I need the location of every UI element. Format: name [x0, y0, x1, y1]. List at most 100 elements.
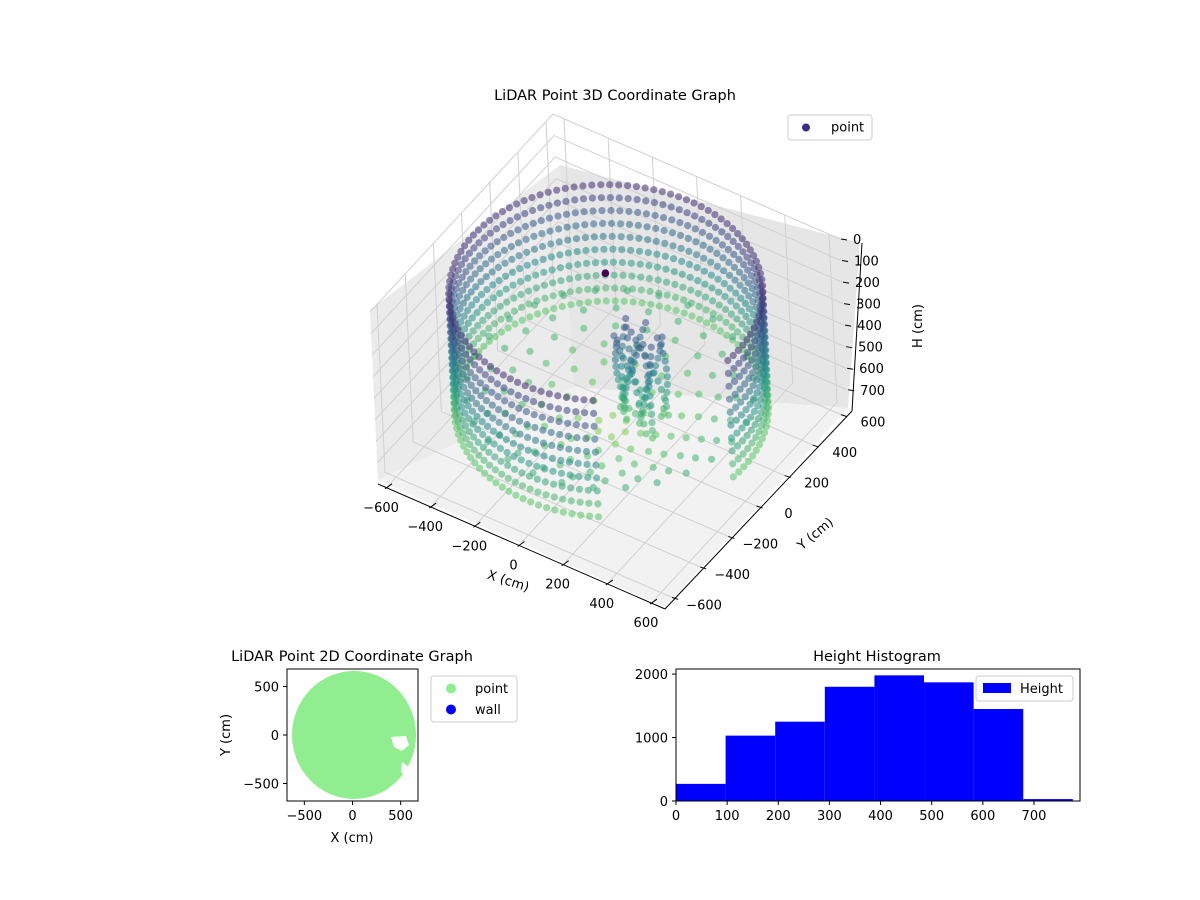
- 3d-point: [660, 226, 668, 235]
- 3d-point: [622, 384, 630, 392]
- 3d-point: [556, 443, 564, 452]
- 2d-y-tick-label: −500: [243, 778, 279, 793]
- 3d-point: [505, 487, 513, 495]
- 3d-point: [579, 306, 588, 314]
- 3d-point: [520, 197, 528, 205]
- 3d-point: [744, 279, 753, 287]
- 3d-point: [661, 239, 669, 247]
- 3d-point: [725, 382, 733, 390]
- 3d-point: [615, 455, 623, 463]
- 3d-point: [733, 315, 741, 323]
- 3d-point: [631, 410, 640, 418]
- 3d-point: [549, 314, 557, 322]
- 3d-point: [446, 277, 454, 285]
- 3d-point: [449, 265, 457, 273]
- 3d-point: [741, 286, 749, 295]
- 3d-point: [584, 486, 592, 494]
- 3d-point: [670, 268, 678, 276]
- histogram-legend-swatch: [983, 683, 1011, 693]
- 3d-point: [542, 359, 550, 367]
- 3d-point: [695, 390, 703, 398]
- 3d-point: [591, 259, 600, 267]
- 3d-point: [620, 396, 628, 404]
- 3d-point: [575, 286, 583, 294]
- 3d-x-tick-label: −400: [407, 520, 443, 535]
- 3d-point: [521, 382, 529, 390]
- 3d-point: [648, 427, 656, 435]
- 3d-point: [538, 400, 546, 408]
- 3d-point: [663, 373, 671, 381]
- 3d-point: [456, 410, 464, 419]
- 3d-grid-y-back: [517, 152, 527, 321]
- 3d-point: [661, 252, 670, 260]
- 2d-legend[interactable]: point wall: [430, 675, 518, 723]
- 3d-point: [744, 361, 752, 370]
- 3d-point: [564, 236, 572, 244]
- 3d-point: [454, 385, 462, 393]
- 3d-point: [454, 326, 462, 334]
- 3d-point: [446, 302, 454, 310]
- 3d-point: [567, 301, 575, 309]
- 3d-point: [730, 377, 739, 385]
- 3d-point: [599, 219, 607, 228]
- 3d-point: [613, 336, 621, 344]
- 3d-point: [484, 422, 492, 430]
- 3d-point: [463, 376, 471, 384]
- 3d-point: [476, 252, 484, 260]
- 3d-legend-marker-point: [802, 123, 810, 132]
- 3d-point: [734, 346, 742, 354]
- 3d-point: [579, 195, 588, 203]
- 3d-point: [479, 443, 487, 451]
- 3d-point: [564, 419, 572, 427]
- 3d-point: [749, 310, 758, 319]
- 3d-point: [594, 513, 603, 521]
- 3d-point: [655, 302, 664, 310]
- 3d-point: [479, 329, 487, 337]
- 3d-point: [524, 446, 532, 454]
- 3d-point: [663, 291, 671, 299]
- 3d-point: [508, 414, 516, 422]
- 3d-point: [522, 235, 530, 243]
- 3d-point: [510, 307, 518, 315]
- 3d-point: [745, 292, 753, 300]
- 3d-point: [559, 495, 567, 503]
- 3d-point: [682, 469, 690, 477]
- 3d-point: [738, 235, 746, 243]
- 3d-point: [473, 412, 481, 421]
- 3d-point: [633, 389, 641, 397]
- 3d-point: [730, 364, 738, 373]
- 3d-z-tick-label: 0: [853, 233, 861, 248]
- 3d-point: [694, 352, 702, 360]
- 3d-point: [508, 401, 516, 409]
- 3d-point: [470, 348, 478, 356]
- 3d-legend[interactable]: point: [787, 114, 873, 141]
- 3d-point: [745, 387, 754, 395]
- histogram-x-tick-label: 100: [715, 809, 740, 824]
- 3d-point: [700, 254, 708, 262]
- 3d-point: [658, 188, 666, 196]
- 3d-point: [661, 357, 669, 365]
- 3d-point: [591, 287, 599, 295]
- 3d-grid-z: [370, 134, 842, 334]
- 3d-point: [625, 345, 633, 353]
- histogram-legend[interactable]: Height: [975, 675, 1074, 702]
- 3d-point: [737, 307, 746, 315]
- 3d-point: [551, 506, 559, 514]
- 3d-point: [449, 314, 457, 322]
- 3d-point: [757, 409, 765, 417]
- 3d-point: [734, 455, 742, 463]
- 3d-point: [526, 347, 534, 355]
- 3d-point: [508, 268, 517, 276]
- 3d-point: [711, 211, 719, 219]
- 3d-point: [637, 286, 646, 294]
- 3d-point: [595, 416, 603, 424]
- 3d-x-tick-label: 600: [634, 616, 659, 631]
- 3d-point: [755, 263, 763, 271]
- 3d-z-tick: [848, 389, 855, 392]
- 3d-point: [646, 287, 654, 295]
- 3d-point: [623, 334, 632, 342]
- 3d-point: [747, 330, 755, 338]
- 3d-point: [630, 460, 639, 468]
- 3d-point: [529, 385, 537, 393]
- 2d-object-gap: [391, 736, 409, 751]
